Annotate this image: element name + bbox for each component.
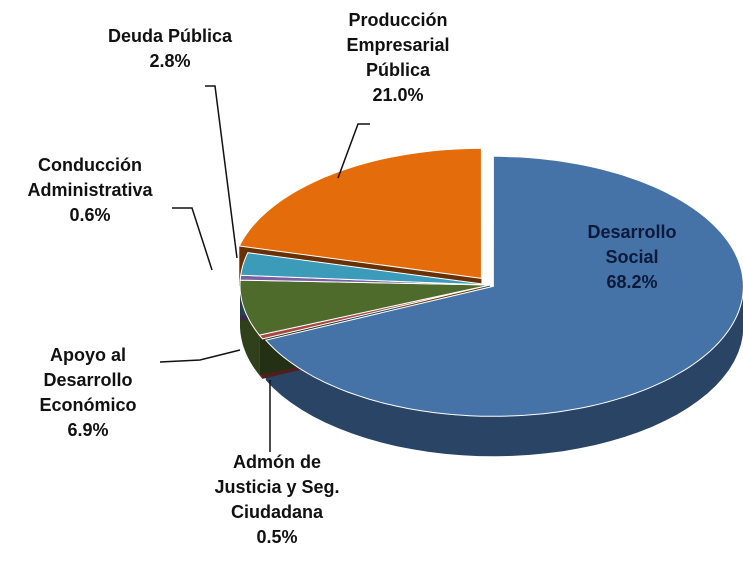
value-label: 21.0% (372, 85, 424, 105)
leader-line (205, 85, 238, 259)
value-label: 0.6% (69, 205, 111, 225)
value-label: 6.9% (67, 420, 109, 440)
slice (240, 252, 491, 286)
leader-line (337, 123, 370, 179)
slice-label: Apoyo al Desarrollo Económico 6.9% (28, 343, 148, 443)
leader-line (159, 349, 241, 363)
slice-label: Producción Empresarial Pública 21.0% (333, 8, 463, 108)
slice-label: Admón de Justicia y Seg. Ciudadana 0.5% (207, 450, 347, 550)
leader-line (172, 207, 213, 271)
slice-side (240, 285, 260, 376)
slice-label: Conducción Administrativa 0.6% (15, 153, 165, 228)
slice-label: Desarrollo Social 68.2% (567, 220, 697, 295)
category-name: Producción Empresarial Pública (346, 10, 450, 80)
category-name: Deuda Pública (107, 26, 233, 46)
slice-side (265, 292, 743, 457)
slices (238, 147, 743, 457)
value-label: 68.2% (606, 272, 658, 292)
value-label: 2.8% (149, 51, 191, 71)
slice (239, 279, 491, 336)
category-name: Desarrollo Social (587, 222, 677, 267)
category-name: Apoyo al Desarrollo Económico (39, 345, 137, 415)
category-name: Admón de Justicia y Seg. Ciudadana (214, 452, 340, 522)
slice-label: Deuda Pública 2.8% (90, 24, 250, 74)
slice (238, 147, 482, 279)
leader-lines (159, 85, 370, 452)
category-name: Conducción Administrativa (27, 155, 153, 200)
value-label: 0.5% (256, 527, 298, 547)
slice (264, 155, 743, 417)
